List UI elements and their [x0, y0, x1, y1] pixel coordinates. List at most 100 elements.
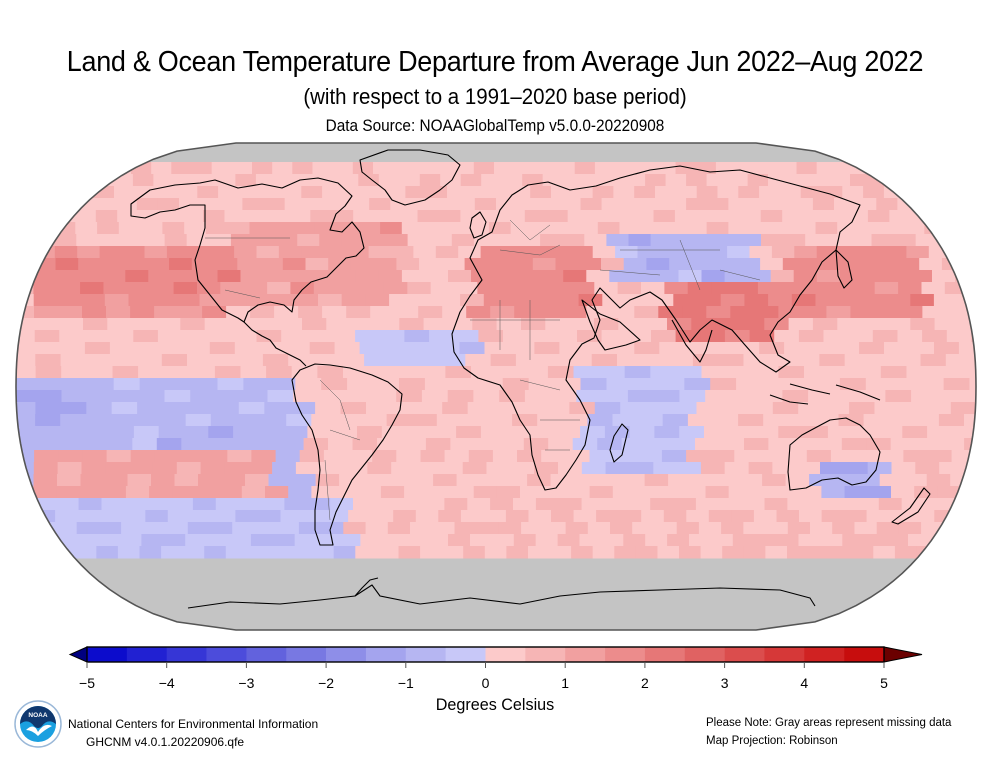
- anomaly-cell: [555, 258, 579, 271]
- anomaly-cell: [910, 318, 936, 331]
- anomaly-cell: [527, 474, 552, 487]
- anomaly-cell: [613, 186, 635, 199]
- anomaly-cell: [313, 282, 338, 295]
- anomaly-cell: [678, 270, 703, 283]
- anomaly-cell: [734, 450, 759, 463]
- anomaly-cell: [738, 474, 763, 487]
- anomaly-cell: [798, 330, 825, 343]
- anomaly-cell: [534, 162, 556, 175]
- anomaly-cell: [879, 474, 904, 487]
- anomaly-cell: [84, 342, 111, 355]
- anomaly-cell: [779, 186, 802, 199]
- anomaly-cell: [691, 258, 716, 271]
- anomaly-cell: [832, 522, 855, 535]
- anomaly-cell: [160, 210, 182, 223]
- anomaly-cell: [876, 198, 898, 211]
- anomaly-cell: [412, 294, 437, 307]
- anomaly-cell: [54, 246, 78, 259]
- anomaly-cell: [35, 390, 62, 403]
- anomaly-cell: [366, 402, 392, 415]
- anomaly-cell: [909, 342, 935, 355]
- anomaly-cell: [623, 258, 647, 271]
- anomaly-cell: [158, 426, 184, 439]
- anomaly-cell: [319, 390, 346, 403]
- anomaly-cell: [173, 282, 198, 295]
- anomaly-cell: [384, 186, 406, 199]
- anomaly-cell: [144, 246, 168, 259]
- anomaly-cell: [513, 534, 537, 547]
- anomaly-cell: [33, 282, 58, 295]
- anomaly-cell: [215, 498, 240, 511]
- anomaly-cell: [833, 498, 857, 511]
- anomaly-cell: [247, 546, 270, 559]
- anomaly-cell: [440, 354, 466, 367]
- anomaly-cell: [97, 222, 120, 235]
- anomaly-cell: [355, 270, 380, 283]
- anomaly-cell: [937, 486, 962, 499]
- anomaly-cell: [267, 390, 294, 403]
- anomaly-cell: [610, 522, 633, 535]
- anomaly-cell: [744, 294, 769, 307]
- dataset-version-label: GHCNM v4.0.1.20220906.qfe: [86, 735, 245, 749]
- anomaly-cell: [794, 354, 820, 367]
- anomaly-cell: [867, 210, 890, 223]
- anomaly-cell: [749, 330, 775, 343]
- anomaly-cell: [132, 438, 158, 451]
- anomaly-cell: [124, 498, 148, 511]
- anomaly-cell: [734, 342, 760, 355]
- anomaly-cell: [315, 402, 341, 415]
- anomaly-cell: [162, 402, 189, 415]
- anomaly-cell: [551, 510, 574, 523]
- anomaly-cell: [794, 246, 818, 259]
- anomaly-cell: [490, 306, 515, 319]
- anomaly-cell: [380, 222, 403, 235]
- anomaly-cell: [910, 294, 935, 307]
- anomaly-cell: [480, 474, 505, 487]
- anomaly-cell: [756, 390, 783, 403]
- anomaly-cell: [772, 402, 799, 415]
- anomaly-cell: [760, 210, 783, 223]
- anomaly-cell: [849, 402, 875, 415]
- anomaly-cell: [739, 210, 762, 223]
- anomaly-cell: [191, 378, 218, 391]
- anomaly-cell: [143, 522, 166, 535]
- anomaly-cell: [453, 198, 476, 211]
- anomaly-cell: [454, 282, 478, 295]
- anomaly-cell: [153, 174, 175, 187]
- anomaly-cell: [415, 510, 439, 523]
- anomaly-cell: [411, 414, 438, 427]
- anomaly-cell: [460, 210, 483, 223]
- anomaly-cell: [394, 306, 419, 319]
- anomaly-cell: [939, 462, 964, 475]
- anomaly-cell: [478, 330, 504, 343]
- anomaly-cell: [338, 354, 365, 367]
- anomaly-cell: [277, 318, 303, 331]
- missing-data-note: Please Note: Gray areas represent missin…: [706, 717, 952, 729]
- anomaly-cell: [401, 438, 427, 451]
- anomaly-cell: [770, 270, 795, 283]
- coastline-eurasia-africa: [451, 165, 861, 491]
- anomaly-cell: [538, 306, 563, 319]
- anomaly-cell: [152, 462, 178, 475]
- anomaly-cell: [253, 318, 279, 331]
- anomaly-cell: [634, 186, 656, 199]
- coastline-central-america: [243, 321, 307, 367]
- anomaly-cell: [771, 222, 795, 235]
- anomaly-cell: [451, 234, 475, 247]
- anomaly-cell: [614, 546, 637, 559]
- anomaly-cell: [677, 462, 702, 475]
- anomaly-cell: [413, 162, 434, 175]
- anomaly-cell: [467, 498, 491, 511]
- anomaly-cell: [754, 534, 778, 547]
- anomaly-cell: [804, 282, 829, 295]
- anomaly-cell: [749, 198, 772, 211]
- anomaly-cell: [747, 270, 772, 283]
- anomaly-cell: [264, 402, 291, 415]
- anomaly-cell: [398, 546, 421, 559]
- anomaly-cell: [34, 426, 61, 439]
- anomaly-cell: [946, 306, 971, 319]
- anomaly-cell: [379, 330, 405, 343]
- anomaly-cell: [701, 366, 728, 379]
- anomaly-cell: [496, 318, 522, 331]
